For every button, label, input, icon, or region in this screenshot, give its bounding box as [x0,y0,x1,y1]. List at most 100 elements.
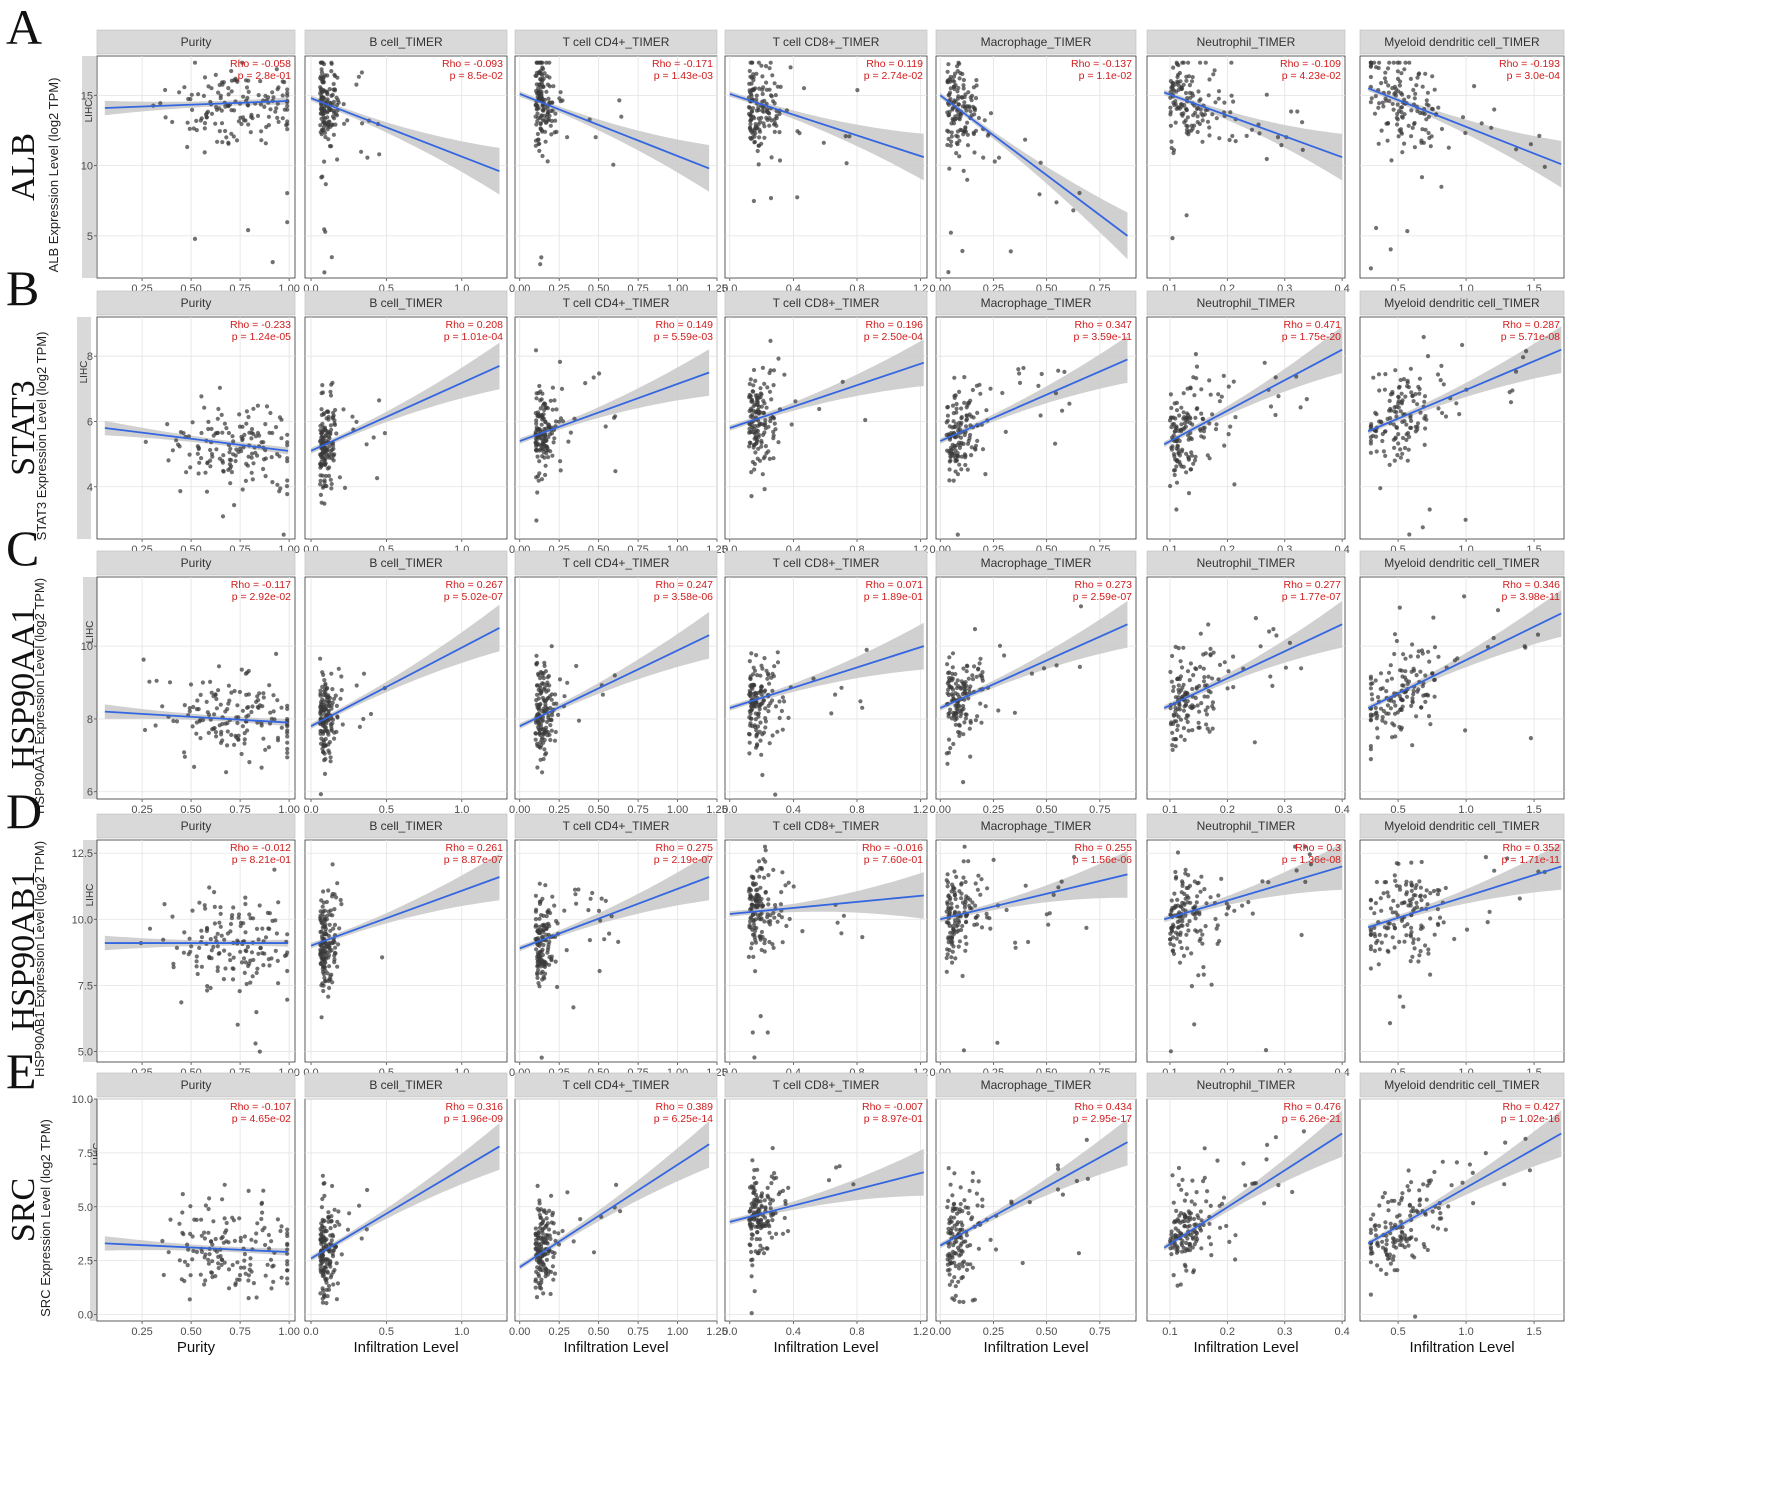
data-point [1222,660,1227,665]
data-point [1270,683,1275,689]
data-point [321,106,326,111]
data-point [753,717,758,722]
data-point [760,934,765,940]
data-point [199,928,204,933]
facet-strip-label: T cell CD8+_TIMER [773,35,880,49]
data-point [553,729,558,735]
data-point [220,738,225,743]
data-point [1175,727,1180,733]
data-point [329,706,334,711]
data-point [1184,470,1189,475]
data-point [285,103,290,109]
data-point [1396,134,1401,139]
data-point [1188,95,1193,100]
data-point [1373,705,1378,711]
data-point [238,446,243,451]
data-point [141,657,146,662]
data-point [1213,427,1219,432]
data-point [1394,883,1399,888]
data-point [279,725,284,730]
data-point [1426,649,1431,654]
data-point [202,1236,207,1241]
data-point [259,129,264,134]
data-point [1056,885,1061,890]
data-point [339,688,344,693]
data-point [1432,677,1437,683]
data-point [1415,75,1420,80]
data-point [329,671,334,676]
data-point [953,672,958,677]
data-point [322,908,327,913]
data-point [1425,354,1431,359]
p-value-label: p = 7.60e-01 [864,854,923,866]
data-point [591,375,596,380]
data-point [953,71,958,76]
data-point [786,715,791,721]
data-point [337,475,342,480]
data-point [332,72,337,77]
data-point [1395,122,1400,127]
data-point [1215,941,1220,947]
data-point [968,423,973,428]
data-point [254,1231,259,1236]
data-point [750,459,756,465]
data-point [1426,714,1432,719]
data-point [961,859,966,864]
data-point [751,442,757,448]
data-point [331,87,336,92]
data-point [1173,744,1178,749]
data-point [1375,726,1380,731]
data-point [154,678,159,683]
data-point [777,912,782,918]
rho-label: Rho = 0.196 [865,319,923,331]
data-point [238,949,243,954]
data-point [1300,147,1305,152]
data-point [948,746,953,751]
data-point [946,714,951,719]
data-point [1179,945,1184,951]
data-point [1423,127,1428,132]
facet-strip-label: T cell CD8+_TIMER [773,296,880,310]
regression-line [729,645,925,709]
data-point [751,672,756,677]
regression-line [519,371,710,442]
data-point [946,432,951,437]
data-point [1189,706,1194,711]
data-point [1435,892,1440,897]
panel-letter: A [6,0,42,55]
data-point [1304,397,1309,402]
data-point [200,680,205,685]
y-tick-label: 7.5 [78,980,93,992]
plot-area [96,576,296,800]
data-point [218,702,223,707]
data-point [546,96,551,101]
data-point [550,894,555,899]
data-point [963,453,968,458]
data-point [321,692,326,698]
data-point [976,873,981,878]
data-point [960,248,965,254]
data-point [225,721,230,726]
data-point [533,731,538,736]
data-point [1378,686,1383,692]
data-point [959,420,964,425]
data-point [336,942,341,947]
p-value-label: p = 1.75e-20 [1282,331,1341,343]
data-point [187,452,192,457]
data-point [1435,907,1440,912]
data-point [1231,379,1236,384]
data-point [179,1000,184,1005]
data-point [1392,458,1397,463]
data-point [1185,946,1190,951]
data-point [1210,112,1215,117]
data-point [1196,89,1201,94]
data-point [1204,722,1209,727]
data-point [219,933,224,938]
data-point [948,707,953,712]
data-point [597,371,602,376]
data-point [767,66,772,71]
data-point [1274,633,1279,638]
data-point [767,389,773,394]
data-point [779,708,785,714]
